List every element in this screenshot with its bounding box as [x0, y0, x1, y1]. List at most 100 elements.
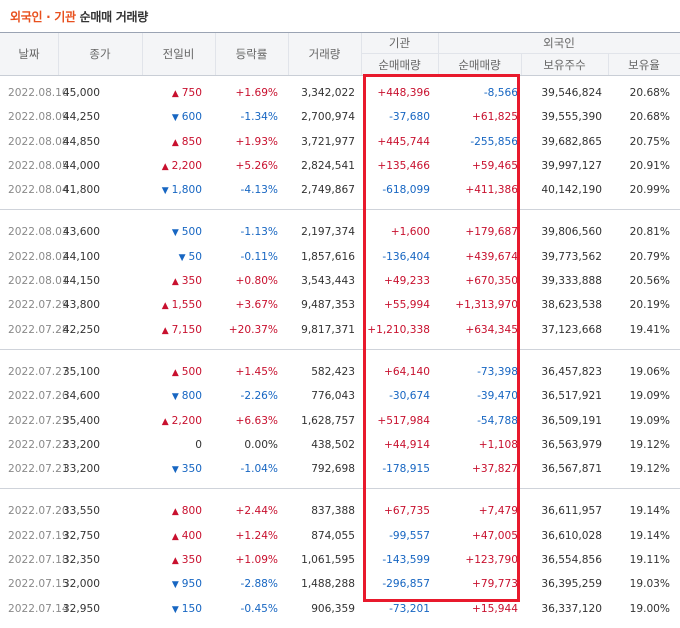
- cell-foreign: +670,350: [465, 275, 518, 288]
- cell-volume: 2,197,374: [301, 226, 355, 239]
- cell-hold-rate: 20.99%: [629, 184, 670, 197]
- cell-hold-rate: 19.09%: [629, 414, 670, 427]
- cell-change: ▼ 50: [179, 245, 202, 269]
- triangle-up-icon: ▲: [171, 507, 179, 518]
- row-group: 2022.08.03 43,600 ▼ 500 -1.13% 2,197,374 +1,60…: [0, 210, 680, 348]
- cell-foreign: -255,856: [470, 135, 518, 148]
- cell-hold-rate: 20.19%: [629, 299, 670, 312]
- row-group: 2022.08.10 45,000 ▲ 750 +1.69% 3,342,022 +448,…: [0, 76, 680, 209]
- cell-close: 32,750: [62, 529, 100, 542]
- cell-holdings: 36,395,259: [541, 578, 602, 591]
- cell-rate: 0.00%: [244, 438, 278, 451]
- triangle-up-icon: ▲: [171, 531, 179, 542]
- cell-close: 32,950: [62, 602, 100, 615]
- cell-hold-rate: 19.00%: [629, 602, 670, 615]
- cell-hold-rate: 19.14%: [629, 529, 670, 542]
- cell-inst: +517,984: [377, 414, 430, 427]
- cell-volume: 874,055: [311, 529, 355, 542]
- cell-volume: 3,342,022: [301, 87, 355, 99]
- triangle-up-icon: ▲: [171, 367, 179, 378]
- cell-close: 42,250: [62, 323, 100, 336]
- change-value: 800: [181, 505, 202, 518]
- cell-close: 44,850: [62, 135, 100, 148]
- table-row: 2022.07.26 34,600 ▼ 800 -2.26% 776,043 -30,674…: [0, 384, 680, 408]
- cell-volume: 792,698: [311, 463, 355, 476]
- cell-volume: 9,487,353: [301, 299, 355, 312]
- table-row: 2022.08.05 44,000 ▲ 2,200 +5.26% 2,824,541 +13…: [0, 154, 680, 178]
- cell-holdings: 39,806,560: [541, 226, 602, 239]
- header-close: 종가: [89, 47, 111, 61]
- cell-date: 2022.07.25: [8, 414, 69, 427]
- change-value: 400: [181, 529, 202, 542]
- cell-close: 45,000: [62, 87, 100, 99]
- header-change: 전일비: [162, 47, 195, 61]
- cell-close: 41,800: [62, 184, 100, 197]
- cell-change: ▼ 600: [172, 105, 202, 129]
- cell-hold-rate: 19.12%: [629, 463, 670, 476]
- cell-close: 34,600: [62, 390, 100, 403]
- table-row: 2022.07.25 35,400 ▲ 2,200 +6.63% 1,628,757 +51…: [0, 409, 680, 433]
- cell-date: 2022.08.02: [8, 250, 69, 263]
- cell-date: 2022.07.28: [8, 323, 69, 336]
- cell-hold-rate: 20.91%: [629, 159, 670, 172]
- header-foreign-net: 순매매량: [458, 57, 501, 72]
- table-body: 2022.08.10 45,000 ▲ 750 +1.69% 3,342,022 +448,…: [0, 76, 680, 628]
- table-row: 2022.07.27 35,100 ▲ 500 +1.45% 582,423 +64,140…: [0, 360, 680, 384]
- change-value: 950: [181, 578, 202, 591]
- change-value: 0: [195, 438, 202, 451]
- change-value: 750: [181, 87, 202, 99]
- cell-holdings: 39,555,390: [541, 111, 602, 124]
- cell-inst: -37,680: [389, 111, 430, 124]
- cell-change: ▲ 400: [172, 524, 202, 548]
- cell-close: 43,800: [62, 299, 100, 312]
- cell-holdings: 36,554,856: [541, 554, 602, 567]
- cell-inst: -99,557: [389, 529, 430, 542]
- cell-close: 44,100: [62, 250, 100, 263]
- cell-volume: 438,502: [311, 438, 355, 451]
- cell-rate: +5.26%: [235, 159, 278, 172]
- cell-change: ▼ 350: [172, 457, 202, 481]
- cell-inst: +448,396: [377, 87, 430, 99]
- cell-inst: +44,914: [384, 438, 430, 451]
- cell-holdings: 39,773,562: [541, 250, 602, 263]
- cell-rate: +1.69%: [235, 87, 278, 99]
- title-rest: 순매매 거래량: [79, 10, 149, 24]
- cell-close: 33,200: [62, 438, 100, 451]
- cell-foreign: +439,674: [465, 250, 518, 263]
- cell-foreign: +1,313,970: [455, 299, 518, 312]
- cell-volume: 2,749,867: [301, 184, 355, 197]
- cell-rate: +20.37%: [228, 323, 278, 336]
- header-institution: 기관: [388, 36, 411, 50]
- cell-date: 2022.08.04: [8, 184, 69, 197]
- cell-change: ▼ 800: [172, 384, 202, 408]
- cell-holdings: 40,142,190: [541, 184, 602, 197]
- cell-date: 2022.07.18: [8, 554, 69, 567]
- cell-change: ▲ 500: [172, 360, 202, 384]
- cell-inst: +445,744: [377, 135, 430, 148]
- group-divider: [0, 209, 680, 211]
- cell-rate: -2.26%: [240, 390, 278, 403]
- change-value: 7,150: [171, 323, 202, 336]
- cell-rate: -1.34%: [240, 111, 278, 124]
- change-value: 1,550: [171, 299, 202, 312]
- cell-holdings: 39,997,127: [541, 159, 602, 172]
- cell-inst: +64,140: [384, 365, 430, 378]
- cell-rate: -4.13%: [240, 184, 278, 197]
- cell-hold-rate: 20.81%: [629, 226, 670, 239]
- cell-foreign: -73,398: [477, 365, 518, 378]
- cell-hold-rate: 20.79%: [629, 250, 670, 263]
- cell-date: 2022.08.09: [8, 111, 69, 124]
- cell-foreign: +47,005: [472, 529, 518, 542]
- cell-hold-rate: 19.41%: [629, 323, 670, 336]
- cell-rate: +6.63%: [235, 414, 278, 427]
- header-volume: 거래량: [308, 47, 341, 61]
- table-header: 날짜 종가 전일비 등락률 거래량 기관 외국인 순매매량 순매매량 보유주수 …: [0, 33, 680, 76]
- cell-volume: 2,700,974: [301, 111, 355, 124]
- cell-inst: -143,599: [382, 554, 430, 567]
- change-value: 500: [181, 365, 202, 378]
- change-value: 350: [181, 275, 202, 288]
- cell-change: ▲ 850: [172, 130, 202, 154]
- triangle-up-icon: ▲: [161, 416, 169, 427]
- row-group: 2022.07.20 33,550 ▲ 800 +2.44% 837,388 +67,735…: [0, 489, 680, 627]
- cell-foreign: +79,773: [472, 578, 518, 591]
